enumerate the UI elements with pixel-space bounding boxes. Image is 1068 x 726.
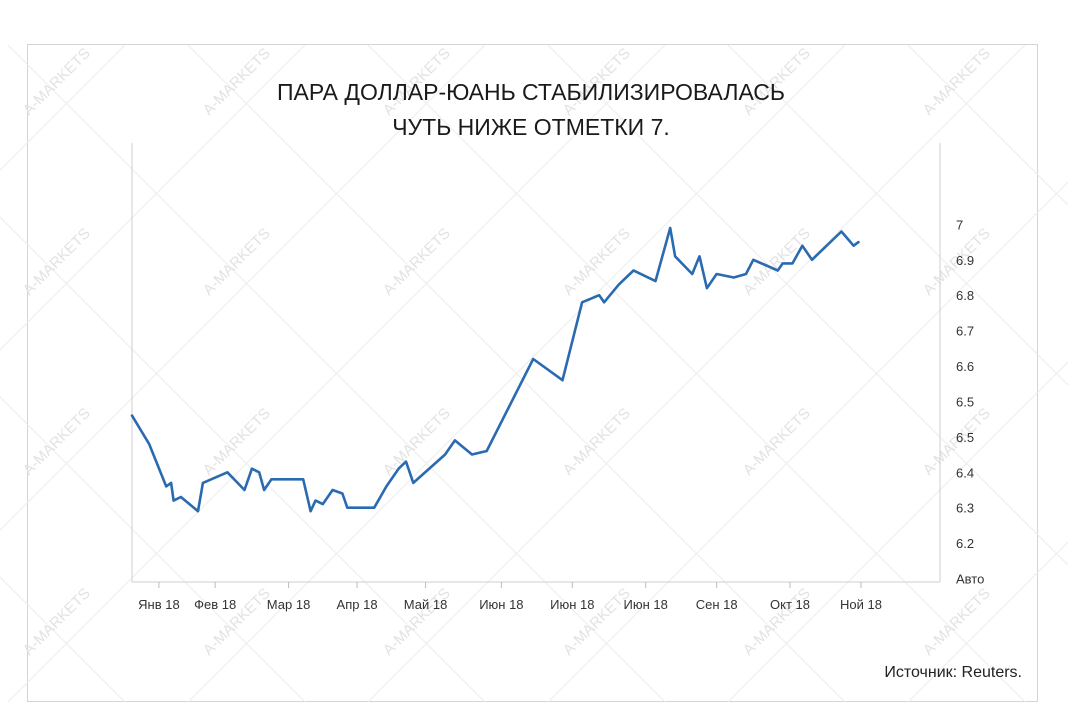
watermark-logo: A-MARKETS — [380, 225, 454, 299]
x-tick-label: Июн 18 — [479, 597, 523, 612]
watermark-logo: A-MARKETS — [560, 225, 634, 299]
watermark-diagonal — [0, 44, 126, 171]
x-axis-labels: Янв 18 Фев 18 Мар 18 Апр 18 Май 18 Июн 18 Июн … — [138, 597, 882, 612]
y-tick-label: 6.7 — [956, 324, 974, 339]
watermark-logo: A-MARKETS — [20, 45, 94, 119]
watermark-logo: A-MARKETS — [380, 405, 454, 479]
watermark-diagonal — [907, 541, 1068, 703]
watermark-logo: A-MARKETS — [20, 585, 94, 659]
chart-title-line-1: ПАРА ДОЛЛАР-ЮАНЬ СТАБИЛИЗИРОВАЛАСЬ — [277, 79, 785, 105]
watermark-diagonal — [187, 44, 846, 703]
watermark-logo: A-MARKETS — [560, 405, 634, 479]
watermark-diagonal — [0, 44, 306, 351]
y-tick-label: Авто — [956, 571, 984, 586]
y-tick-label: 6.9 — [956, 253, 974, 268]
y-tick-label: 6.3 — [956, 501, 974, 516]
chart-title-line-2: ЧУТЬ НИЖЕ ОТМЕТКИ 7. — [392, 114, 670, 140]
x-tick-label: Июн 18 — [550, 597, 594, 612]
x-axis-ticks — [158, 582, 862, 588]
x-tick-label: Май 18 — [404, 597, 448, 612]
x-tick-label: Апр 18 — [337, 597, 378, 612]
watermark-logo: A-MARKETS — [380, 585, 454, 659]
watermark-diagonal — [0, 44, 486, 531]
watermark-diagonal — [0, 396, 306, 703]
watermark-logo: A-MARKETS — [560, 585, 634, 659]
y-tick-label: 6.8 — [956, 288, 974, 303]
x-tick-label: Ной 18 — [840, 597, 882, 612]
x-tick-label: Сен 18 — [696, 597, 738, 612]
watermark-logo: A-MARKETS — [740, 405, 814, 479]
x-tick-label: Фев 18 — [194, 597, 236, 612]
watermark-logo: A-MARKETS — [920, 585, 994, 659]
watermark-logo: A-MARKETS — [920, 45, 994, 119]
watermark-diagonal — [907, 44, 1068, 206]
x-tick-label: Окт 18 — [770, 597, 810, 612]
y-tick-label: 7 — [956, 217, 963, 232]
series-line-usd-cny — [130, 226, 860, 513]
watermark-diagonal — [547, 181, 1068, 703]
y-axis-labels: 7 6.9 6.8 6.7 6.6 6.5 6.5 6.4 6.3 6.2 Авто — [956, 217, 984, 586]
watermark-logo: A-MARKETS — [200, 585, 274, 659]
y-tick-label: 6.6 — [956, 359, 974, 374]
watermark-logo: A-MARKETS — [740, 585, 814, 659]
y-tick-label: 6.4 — [956, 465, 974, 480]
source-note: Источник: Reuters. — [884, 664, 1022, 681]
x-tick-label: Мар 18 — [267, 597, 311, 612]
y-tick-label: 6.5 — [956, 430, 974, 445]
watermark-diagonal — [0, 576, 126, 703]
watermark-diagonal — [7, 44, 666, 703]
watermark-logo: A-MARKETS — [20, 405, 94, 479]
x-tick-label: Июн 18 — [624, 597, 668, 612]
watermark-logo: A-MARKETS — [200, 225, 274, 299]
x-tick-label: Янв 18 — [138, 597, 180, 612]
watermark-diagonal — [367, 44, 1026, 703]
watermark-logo: A-MARKETS — [20, 225, 94, 299]
watermark-logo: A-MARKETS — [200, 45, 274, 119]
watermark-logo: A-MARKETS — [200, 405, 274, 479]
y-tick-label: 6.5 — [956, 394, 974, 409]
watermark-diagonal — [727, 361, 1068, 703]
y-tick-label: 6.2 — [956, 536, 974, 551]
